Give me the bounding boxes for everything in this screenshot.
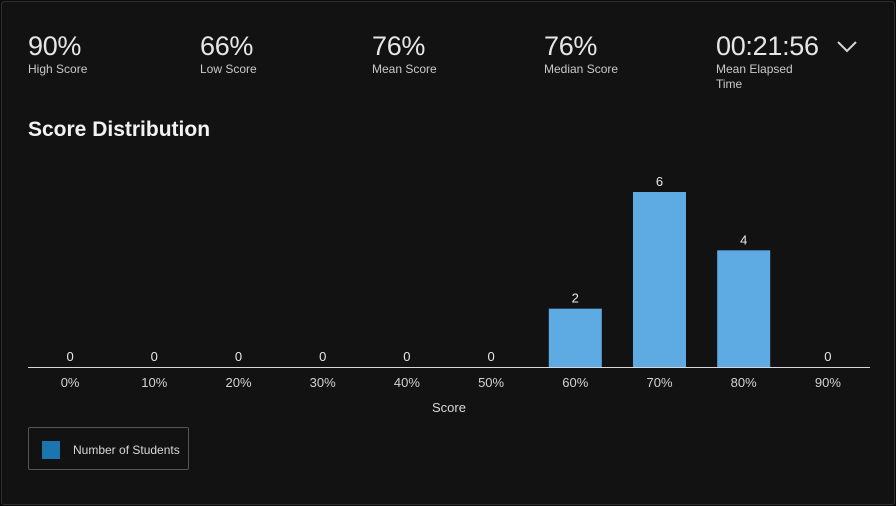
x-tick-label-0%: 0% bbox=[61, 375, 80, 390]
x-tick-label-40%: 40% bbox=[394, 375, 420, 390]
mean-score-value: 76% bbox=[372, 31, 426, 61]
data-label-60%: 2 bbox=[572, 291, 579, 306]
x-tick-label-60%: 60% bbox=[562, 375, 588, 390]
high-score-value: 90% bbox=[28, 31, 82, 61]
chart-legend: Number of Students bbox=[28, 427, 189, 470]
legend-swatch bbox=[42, 441, 60, 459]
x-tick-label-30%: 30% bbox=[310, 375, 336, 390]
data-label-90%: 0 bbox=[824, 349, 831, 364]
x-tick-label-10%: 10% bbox=[141, 375, 167, 390]
x-tick-label-90%: 90% bbox=[815, 375, 841, 390]
legend-label: Number of Students bbox=[73, 443, 180, 457]
data-label-40%: 0 bbox=[403, 349, 410, 364]
bar-60% bbox=[548, 308, 602, 367]
data-label-80%: 4 bbox=[740, 232, 747, 247]
bar-80% bbox=[717, 250, 771, 367]
mean-elapsed-time-label: Mean Elapsed Time bbox=[716, 62, 793, 91]
data-label-10%: 0 bbox=[151, 349, 158, 364]
mean-score-label: Mean Score bbox=[372, 62, 437, 76]
data-label-0%: 0 bbox=[66, 349, 73, 364]
median-score-label: Median Score bbox=[544, 62, 619, 76]
x-tick-label-20%: 20% bbox=[225, 375, 251, 390]
chart-title: Score Distribution bbox=[28, 118, 211, 141]
x-tick-label-50%: 50% bbox=[478, 375, 504, 390]
data-label-30%: 0 bbox=[319, 349, 326, 364]
data-label-20%: 0 bbox=[235, 349, 242, 364]
stat-mean-elapsed-time: 00:21:56 Mean Elapsed Time bbox=[716, 30, 819, 92]
stat-high-score: 90% High Score bbox=[28, 30, 87, 77]
stat-low-score: 66% Low Score bbox=[200, 30, 257, 77]
mean-elapsed-time-value: 00:21:56 bbox=[716, 31, 819, 61]
stat-median-score: 76% Median Score bbox=[544, 30, 618, 77]
bar-70% bbox=[633, 192, 686, 367]
low-score-label: Low Score bbox=[200, 62, 257, 76]
score-distribution-chart: 0 0% 0 10% 0 20% 0 30% 0 40% 0 50% 2 60% 6 70% 4 80% 0 90% S… bbox=[28, 174, 870, 415]
data-label-50%: 0 bbox=[487, 349, 494, 364]
x-axis-label: Score bbox=[432, 400, 466, 415]
x-tick-label-80%: 80% bbox=[731, 375, 757, 390]
data-label-70%: 6 bbox=[656, 174, 663, 189]
median-score-value: 76% bbox=[544, 31, 598, 61]
x-tick-label-70%: 70% bbox=[646, 375, 672, 390]
chevron-down-icon[interactable] bbox=[836, 40, 858, 54]
low-score-value: 66% bbox=[200, 31, 254, 61]
high-score-label: High Score bbox=[28, 62, 88, 76]
stat-mean-score: 76% Mean Score bbox=[372, 30, 437, 77]
